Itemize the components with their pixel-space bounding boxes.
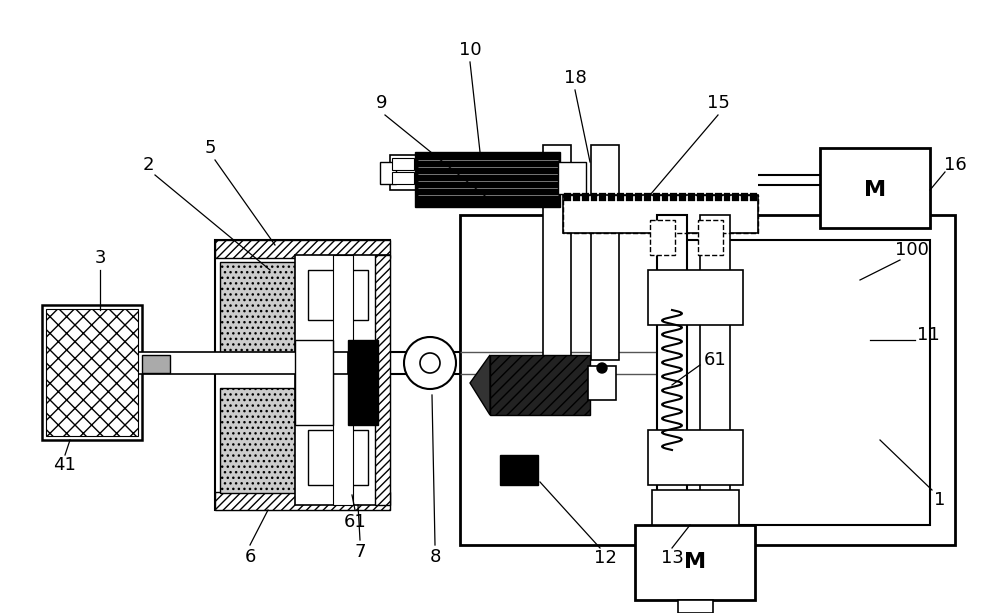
Bar (582, 193, 589, 201)
Bar (678, 600, 713, 613)
Bar (732, 193, 739, 201)
Bar (608, 193, 615, 201)
Circle shape (404, 337, 456, 389)
Text: 9: 9 (376, 94, 388, 112)
Bar (652, 490, 739, 525)
Bar (220, 262, 295, 372)
Bar (657, 215, 687, 545)
Bar (706, 193, 713, 201)
Bar (215, 240, 390, 258)
Text: 41: 41 (54, 456, 76, 474)
Bar (635, 193, 642, 201)
Bar (130, 352, 348, 374)
Bar (591, 145, 619, 360)
Bar (295, 340, 333, 425)
Bar (653, 193, 660, 201)
Bar (662, 193, 668, 201)
Bar (617, 193, 624, 201)
Bar (46, 309, 138, 436)
Text: 13: 13 (661, 549, 683, 567)
Text: 1: 1 (934, 491, 946, 509)
Bar (295, 255, 390, 505)
Text: 18: 18 (564, 69, 586, 87)
Text: 2: 2 (142, 156, 154, 174)
Bar (648, 270, 743, 325)
Bar (375, 255, 390, 505)
Text: 8: 8 (429, 548, 441, 566)
Bar (680, 240, 930, 525)
Bar (599, 193, 606, 201)
Bar (348, 340, 378, 425)
Bar (563, 195, 758, 233)
Text: 3: 3 (94, 249, 106, 267)
Bar (679, 193, 686, 201)
Text: 6: 6 (244, 548, 256, 566)
Bar (591, 193, 597, 201)
Bar (564, 193, 571, 201)
Bar (390, 155, 418, 190)
Bar (697, 193, 704, 201)
Bar (500, 455, 538, 485)
Bar (820, 148, 930, 228)
Bar (588, 366, 616, 400)
Bar (650, 220, 675, 255)
Bar (333, 255, 353, 505)
Bar (392, 158, 414, 170)
Bar (688, 193, 695, 201)
Bar (644, 193, 651, 201)
Text: 12: 12 (594, 549, 616, 567)
Bar (308, 430, 368, 485)
Bar (635, 525, 755, 600)
Text: 100: 100 (895, 241, 929, 259)
Bar (215, 240, 390, 510)
Bar (750, 193, 757, 201)
Polygon shape (470, 355, 490, 415)
Bar (715, 193, 722, 201)
Bar (558, 162, 586, 194)
Bar (392, 172, 414, 184)
Bar (670, 193, 677, 201)
Bar (698, 220, 723, 255)
Bar (724, 193, 730, 201)
Text: 61: 61 (704, 351, 726, 369)
Bar (700, 215, 730, 545)
Bar (573, 193, 580, 201)
Bar (220, 388, 295, 493)
Bar (626, 193, 633, 201)
Text: 7: 7 (354, 543, 366, 561)
Text: 11: 11 (917, 326, 939, 344)
Text: 15: 15 (707, 94, 729, 112)
Text: 61: 61 (344, 513, 366, 531)
Text: M: M (864, 180, 886, 200)
Bar (563, 195, 758, 233)
Text: 10: 10 (459, 41, 481, 59)
Text: 5: 5 (204, 139, 216, 157)
Bar (42, 305, 142, 440)
Bar (543, 145, 571, 360)
Polygon shape (490, 355, 590, 415)
Circle shape (597, 363, 607, 373)
Bar (308, 270, 368, 320)
Bar (215, 492, 390, 510)
Text: 16: 16 (944, 156, 966, 174)
Bar (415, 152, 560, 207)
Bar (460, 215, 955, 545)
Bar (648, 430, 743, 485)
Circle shape (420, 353, 440, 373)
Text: M: M (684, 552, 706, 572)
Bar (380, 162, 396, 184)
Bar (142, 355, 170, 373)
Bar (741, 193, 748, 201)
